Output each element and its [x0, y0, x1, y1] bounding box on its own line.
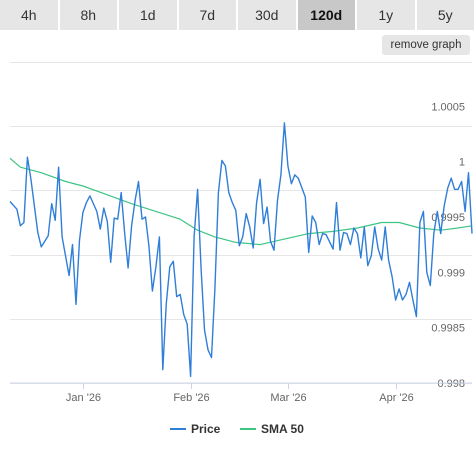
remove-graph-button[interactable]: remove graph: [382, 35, 470, 55]
y-tick-label: 0.998: [437, 378, 465, 390]
y-tick-label: 0.999: [437, 267, 465, 279]
x-tick-label: Apr '26: [379, 392, 414, 404]
tab-8h[interactable]: 8h: [59, 0, 119, 30]
tab-1y[interactable]: 1y: [357, 0, 417, 30]
y-tick-label: 0.9985: [431, 323, 465, 335]
y-tick-label: 1.0005: [431, 101, 465, 113]
tab-5y[interactable]: 5y: [416, 0, 474, 30]
sma-50-line: [9, 157, 473, 246]
legend-sma-label[interactable]: SMA 50: [261, 422, 304, 436]
y-tick-label: 0.9995: [431, 212, 465, 224]
y-tick-label: 1: [459, 157, 465, 169]
time-range-tabs: 4h 8h 1d 7d 30d 120d 1y 5y: [0, 0, 474, 30]
tab-4h[interactable]: 4h: [0, 0, 60, 30]
tab-120d[interactable]: 120d: [297, 0, 357, 30]
tab-7d[interactable]: 7d: [178, 0, 238, 30]
x-tick-label: Jan '26: [66, 392, 101, 404]
tab-30d[interactable]: 30d: [238, 0, 298, 30]
x-tick-label: Mar '26: [270, 392, 306, 404]
tab-1d[interactable]: 1d: [119, 0, 179, 30]
legend-price-label[interactable]: Price: [191, 422, 221, 436]
y-axis: 0.998 0.9985 0.999 0.9995 1 1.0005: [431, 101, 465, 390]
x-tick-label: Feb '26: [173, 392, 209, 404]
series-layer: [9, 122, 473, 378]
legend: Price SMA 50: [170, 422, 304, 436]
price-line: [9, 122, 473, 378]
x-axis: Jan '26 Feb '26 Mar '26 Apr '26: [66, 383, 414, 404]
